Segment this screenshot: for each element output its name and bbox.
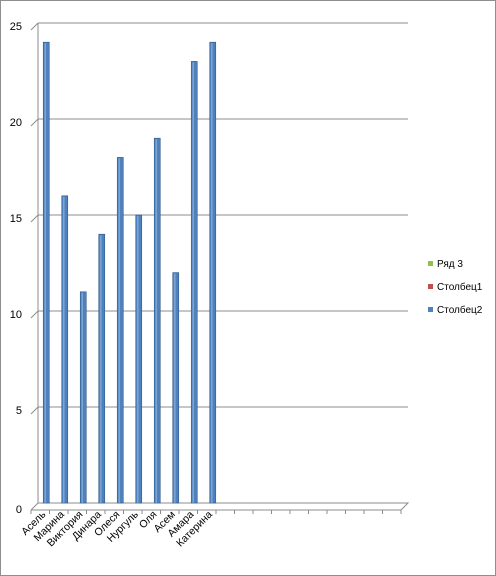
bar xyxy=(98,233,106,504)
gridline-side xyxy=(30,118,39,127)
bar xyxy=(153,137,161,504)
bar xyxy=(42,41,50,504)
legend-item: Ряд 3 xyxy=(428,259,463,270)
bar xyxy=(190,61,198,504)
legend-item: Столбец2 xyxy=(428,304,483,316)
legend-swatch xyxy=(428,261,433,266)
gridline-side xyxy=(30,214,39,223)
y-tick-label: 20 xyxy=(10,117,22,129)
legend-label: Столбец1 xyxy=(437,281,483,293)
legend-label: Столбец2 xyxy=(437,304,483,316)
bar xyxy=(61,195,69,504)
bar xyxy=(135,214,143,504)
x-axis-categories: АсельМаринаВикторияДинараОлесяНургульОля… xyxy=(19,508,402,549)
legend-swatch xyxy=(428,284,433,289)
legend-item: Столбец1 xyxy=(428,281,483,293)
y-tick-label: 0 xyxy=(16,504,22,516)
y-tick-label: 10 xyxy=(10,309,22,321)
bar xyxy=(116,157,124,504)
y-tick-label: 15 xyxy=(10,213,22,225)
bars xyxy=(42,41,217,504)
chart-floor xyxy=(30,23,410,511)
bar xyxy=(209,41,217,504)
bar xyxy=(172,272,180,504)
chart-floor-outline xyxy=(30,23,410,511)
y-tick-label: 25 xyxy=(10,21,22,33)
gridline-side xyxy=(30,406,39,415)
gridline-side xyxy=(30,310,39,319)
legend-swatch xyxy=(428,307,433,312)
y-axis-ticks: 0 5 10 15 20 25 xyxy=(10,21,22,516)
gridline-side xyxy=(30,22,39,31)
bar xyxy=(79,291,87,504)
y-tick-label: 5 xyxy=(16,405,22,417)
legend-label: Ряд 3 xyxy=(437,259,463,270)
gridlines xyxy=(30,22,408,415)
legend: Ряд 3 Столбец1 Столбец2 xyxy=(428,259,483,316)
